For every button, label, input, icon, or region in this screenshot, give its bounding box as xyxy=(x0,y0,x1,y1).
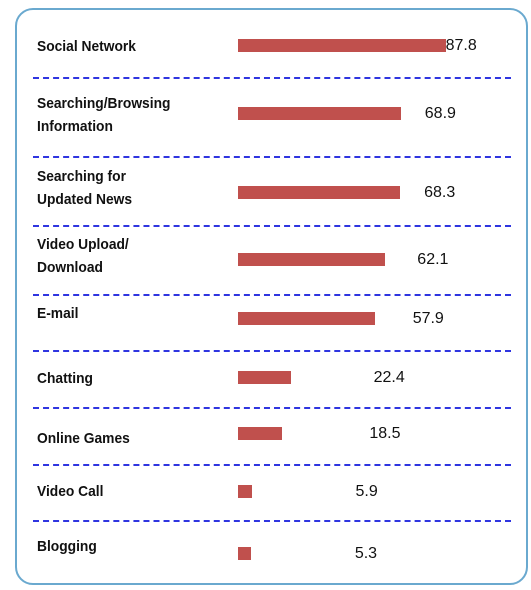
value-label: 57.9 xyxy=(412,310,444,327)
bar xyxy=(238,427,282,440)
category-label: Video Upload/ Download xyxy=(37,236,129,276)
bar xyxy=(238,312,376,325)
value-label: 68.3 xyxy=(424,184,456,201)
category-label: Chatting xyxy=(37,370,93,387)
category-label: Searching for Updated News xyxy=(37,168,133,208)
bar xyxy=(238,547,251,560)
bar xyxy=(238,485,252,498)
row-separator xyxy=(33,77,511,79)
bar xyxy=(238,107,402,120)
row-separator xyxy=(33,156,511,158)
row-separator xyxy=(33,225,511,227)
value-label: 5.9 xyxy=(355,483,378,500)
row-separator xyxy=(33,520,511,522)
category-label: Online Games xyxy=(37,430,130,447)
value-label: 87.8 xyxy=(445,37,477,54)
value-label: 22.4 xyxy=(373,369,405,386)
bar xyxy=(238,253,386,266)
bar xyxy=(238,371,292,384)
row-separator xyxy=(33,294,511,296)
value-label: 18.5 xyxy=(369,425,401,442)
value-label: 68.9 xyxy=(424,105,456,122)
value-label: 5.3 xyxy=(354,545,378,562)
chart-frame xyxy=(15,8,528,585)
bar xyxy=(238,186,400,199)
value-label: 62.1 xyxy=(417,251,449,268)
category-label: Blogging xyxy=(37,538,97,555)
row-separator xyxy=(33,464,511,466)
row-separator xyxy=(33,407,511,409)
category-label: E-mail xyxy=(37,305,79,322)
row-separator xyxy=(33,350,511,352)
category-label: Searching/Browsing Information xyxy=(37,95,171,135)
category-label: Video Call xyxy=(37,483,104,500)
category-label: Social Network xyxy=(37,38,136,55)
bar xyxy=(238,39,447,52)
